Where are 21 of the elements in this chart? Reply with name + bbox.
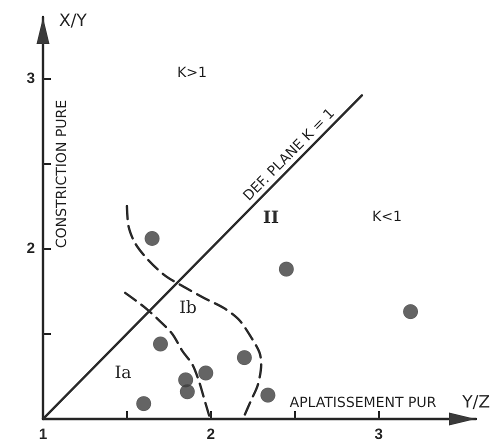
point bbox=[152, 336, 168, 352]
x-tick-label: 3 bbox=[374, 426, 383, 443]
annotation: Ib bbox=[179, 298, 197, 318]
annotation: Ia bbox=[114, 363, 132, 383]
point bbox=[144, 230, 160, 246]
point bbox=[260, 388, 276, 403]
point bbox=[198, 366, 214, 381]
annotation: APLATISSEMENT PUR bbox=[290, 395, 437, 411]
point bbox=[136, 396, 152, 412]
point bbox=[236, 350, 252, 366]
point bbox=[403, 304, 418, 320]
point bbox=[278, 262, 294, 277]
annotation: II bbox=[263, 208, 279, 228]
annotation: K>1 bbox=[177, 65, 207, 81]
x-tick-label: 2 bbox=[206, 426, 215, 443]
x-tick-label: 1 bbox=[38, 426, 48, 443]
annotation: CONSTRICTION PURE bbox=[54, 100, 70, 248]
y-axis-title: X/Y bbox=[59, 11, 88, 31]
x-axis-title: Y/Z bbox=[461, 392, 490, 412]
point bbox=[180, 384, 195, 400]
annotation: K<1 bbox=[372, 209, 402, 225]
